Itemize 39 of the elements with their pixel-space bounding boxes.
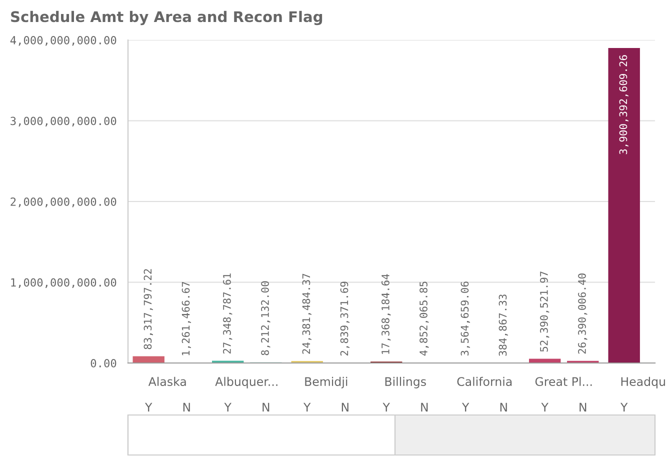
text: N: [183, 402, 190, 412]
data-label: 26,390,006.40: [578, 274, 588, 354]
data-label: 83,317,797.22: [144, 269, 153, 350]
data-label: 384,867.33: [498, 294, 508, 356]
text: Y: [303, 402, 311, 412]
x-tick-label: California: [457, 376, 512, 386]
text: Y: [620, 402, 628, 412]
data-label: 3,564,659.06: [460, 282, 470, 356]
x-tick-label: Headqu: [621, 376, 665, 388]
text: Y: [144, 402, 152, 412]
data-label: 4,852,065.85: [420, 282, 429, 356]
text: Y: [462, 402, 470, 412]
text: N: [500, 402, 507, 412]
text: Y: [382, 402, 390, 412]
data-label: 1,261,466.67: [182, 282, 192, 356]
data-label: 3,900,392,609.26: [619, 55, 628, 154]
y-tick-label: 2,000,000,000.00: [10, 198, 116, 208]
data-label: 24,381,484.37: [302, 274, 312, 354]
text: N: [580, 402, 586, 412]
data-label: 27,348,787.61: [223, 274, 232, 354]
x-tick-label: Great Pl...: [535, 376, 592, 386]
data-label: 52,390,521.97: [540, 272, 550, 352]
y-tick-label: 4,000,000,000.00: [10, 36, 116, 46]
data-label: 17,368,184.64: [382, 274, 391, 354]
data-label: 8,212,132.00: [261, 281, 270, 356]
x-tick-label: Billings: [385, 376, 426, 388]
x-tick-label: Albuquer...: [215, 376, 278, 388]
text: N: [342, 402, 348, 412]
x-tick-label: Alaska: [148, 376, 186, 386]
y-tick-label: 1,000,000,000.00: [11, 278, 116, 288]
y-tick-label: 3,000,000,000.00: [10, 116, 116, 127]
chart-title: Schedule Amt by Area and Recon Flag: [11, 10, 322, 26]
y-tick-label: 0.00: [90, 359, 116, 368]
text: N: [421, 402, 428, 412]
text: N: [262, 402, 270, 412]
data-label: 2,839,371.69: [340, 282, 350, 356]
text: Y: [541, 402, 548, 412]
text: Y: [224, 402, 232, 412]
x-tick-label: Bemidji: [305, 376, 348, 388]
